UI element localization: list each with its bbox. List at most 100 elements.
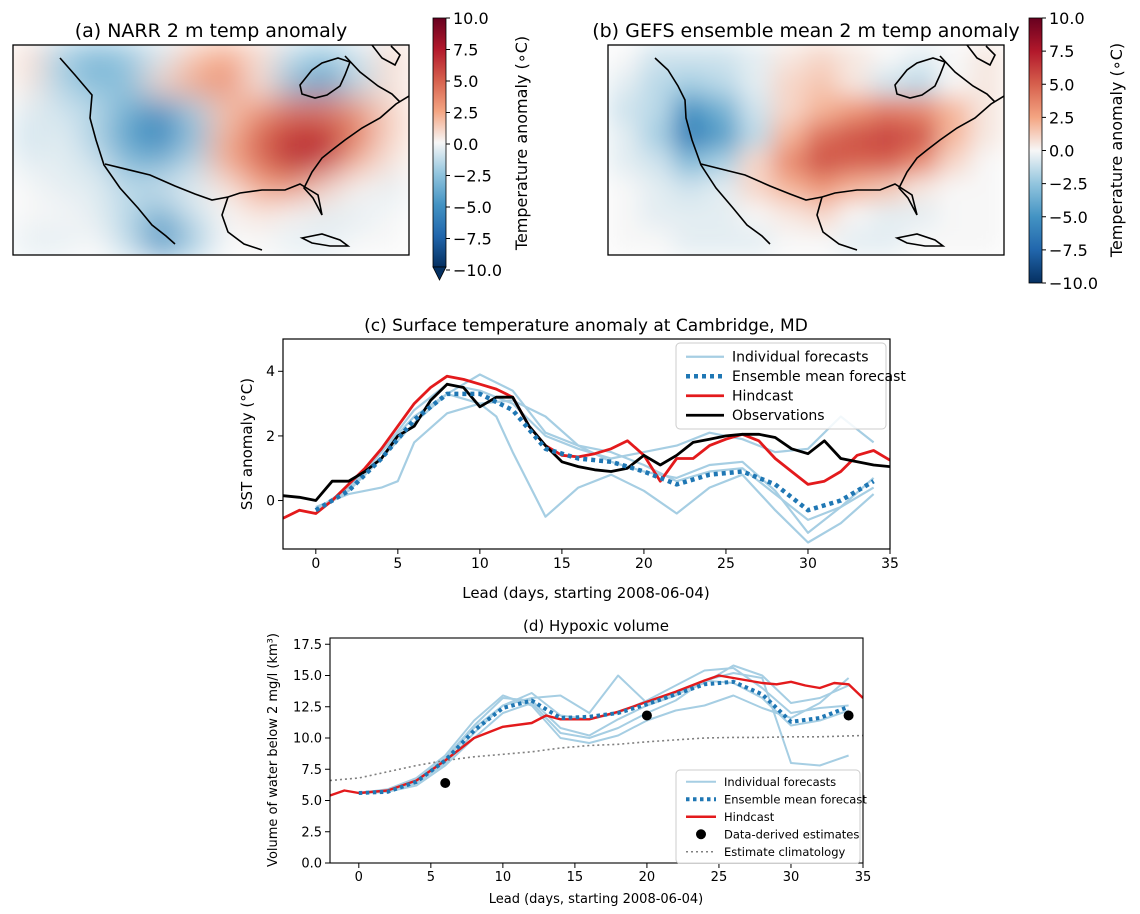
panel-c-title: (c) Surface temperature anomaly at Cambr… <box>364 316 808 336</box>
panel-d-series-line <box>358 677 850 794</box>
colorbar-a: 10.0 7.5 5.0 2.5 0.0 −2.5 −5.0 −7.5 −10.0 Temper… <box>432 9 531 281</box>
panel-a-cell <box>177 45 212 73</box>
colorbar-b-ticks: 10.0 7.5 5.0 2.5 0.0 −2.5 −5.0 −7.5 −10.0 <box>1042 9 1098 293</box>
panel-b-cell <box>608 227 642 255</box>
panel-b-cell <box>871 227 906 255</box>
panel-b-cell <box>772 227 807 255</box>
panel-a-cell <box>309 70 344 99</box>
panel-a-cell <box>309 201 344 230</box>
panel-a-cell <box>13 122 47 151</box>
panel-c-xtick-label: 25 <box>717 556 735 572</box>
panel-a-cell <box>375 45 409 73</box>
colorbar-a-tick-label: −5.0 <box>453 198 492 217</box>
panel-c-axes: 0 5 10 15 20 25 30 35 0 2 4 <box>266 364 899 572</box>
panel-a-cell <box>144 45 179 73</box>
panel-b-cell <box>673 96 708 125</box>
colorbar-a-extend-arrow <box>432 266 447 281</box>
panel-a-cell <box>375 96 409 125</box>
panel-d-axes: 0 5 10 15 20 25 30 35 0.0 2.5 5.0 7.5 10.0 12.5 15.0 17… <box>293 638 871 885</box>
panel-d-ytick-label: 5.0 <box>301 794 322 809</box>
panel-b-cell <box>937 96 972 125</box>
panel-b-cell <box>937 175 972 204</box>
panel-a-cell <box>45 45 80 73</box>
panel-a-cell <box>78 96 113 125</box>
panel-b-cell <box>640 45 675 73</box>
panel-a-coast-west <box>59 57 176 245</box>
panel-a-cuba <box>299 233 351 247</box>
panel-a-cell <box>342 175 377 204</box>
panel-a-coastlines <box>59 45 409 251</box>
colorbar-a-label: Temperature anomaly (∘C) <box>512 36 531 251</box>
panel-b-cuba <box>894 233 946 247</box>
panel-c-legend: Individual forecasts Ensemble mean foreca… <box>675 342 906 430</box>
panel-c-legend-label: Ensemble mean forecast <box>732 369 906 385</box>
panel-b-cell <box>772 70 807 99</box>
panel-b-cell <box>838 96 873 125</box>
panel-b-cell <box>640 201 675 230</box>
panel-c-series-line <box>315 392 875 544</box>
panel-b-frame <box>607 44 1005 256</box>
panel-b-cell <box>673 201 708 230</box>
panel-b-arctic-island <box>966 45 996 67</box>
colorbar-b-tick-label: 2.5 <box>1049 108 1074 127</box>
panel-c-ytick-label: 4 <box>266 364 275 380</box>
panel-a-cell <box>177 122 212 151</box>
colorbar-b-tick-label: −7.5 <box>1049 241 1088 260</box>
panel-b-cell <box>871 149 906 178</box>
panel-c-legend-box <box>675 342 887 430</box>
panel-a-cell <box>342 227 377 255</box>
panel-a-title: (a) NARR 2 m temp anomaly <box>75 20 348 42</box>
panel-d-legend-label: Data-derived estimates <box>724 827 859 841</box>
panel-a-cell <box>144 122 179 151</box>
panel-a-cell <box>243 96 278 125</box>
colorbar-a-tick-label: 10.0 <box>453 9 489 28</box>
panel-b-cell <box>772 96 807 125</box>
panel-a-cell <box>13 45 47 73</box>
panel-a-cell <box>375 122 409 151</box>
panel-d-legend-label: Individual forecasts <box>724 775 836 789</box>
panel-a-cell <box>45 149 80 178</box>
panel-d-series-line <box>358 679 849 794</box>
panel-d-xlabel: Lead (days, starting 2008-06-04) <box>489 892 704 907</box>
panel-d-frame <box>329 637 864 864</box>
panel-a-cell <box>45 96 80 125</box>
panel-a-cell <box>210 201 245 230</box>
panel-d-series-line <box>358 679 850 795</box>
colorbar-b-tick-label: 10.0 <box>1049 9 1085 28</box>
colorbar-a-tick-label: 0.0 <box>453 135 478 154</box>
panel-b-cell <box>706 227 741 255</box>
panel-b-cell <box>608 122 642 151</box>
panel-a-cell <box>276 70 311 99</box>
panel-d-xtick-label: 35 <box>855 870 872 885</box>
panel-a-cell <box>276 45 311 73</box>
panel-b-cell <box>640 122 675 151</box>
panel-a-cell <box>144 201 179 230</box>
panel-b-cell <box>706 175 741 204</box>
panel-b-cell <box>640 70 675 99</box>
panel-d-xtick-label: 15 <box>567 870 584 885</box>
panel-c-ytick-label: 2 <box>266 429 275 445</box>
panel-c-xlabel: Lead (days, starting 2008-06-04) <box>462 584 710 602</box>
panel-c-legend-label: Hindcast <box>732 389 794 405</box>
panel-b-cell <box>838 122 873 151</box>
panel-a-cell <box>210 122 245 151</box>
panel-a-cell <box>111 70 146 99</box>
panel-b-cell <box>706 201 741 230</box>
panel-a-cell <box>111 201 146 230</box>
panel-b-coast-gulf <box>821 95 1004 216</box>
colorbar-a-tick-label: 7.5 <box>453 41 478 60</box>
panel-a-cell <box>13 175 47 204</box>
panel-d-ytick-label: 7.5 <box>301 763 322 778</box>
panel-a-border-south <box>104 163 229 201</box>
colorbar-b-tick-label: 0.0 <box>1049 142 1074 161</box>
panel-d-data-estimate-point <box>843 710 854 721</box>
panel-a-cell <box>177 227 212 255</box>
panel-d-xtick-label: 20 <box>639 870 656 885</box>
panel-a-hudson-bay <box>299 57 352 99</box>
panel-a-cell <box>309 96 344 125</box>
panel-c-ylabel: SST anomaly (°C) <box>238 378 256 510</box>
panel-a-cell <box>243 227 278 255</box>
panel-a-cell <box>375 175 409 204</box>
colorbar-b-label: Temperature anomaly (∘C) <box>1107 43 1126 258</box>
panel-b-cell <box>937 201 972 230</box>
